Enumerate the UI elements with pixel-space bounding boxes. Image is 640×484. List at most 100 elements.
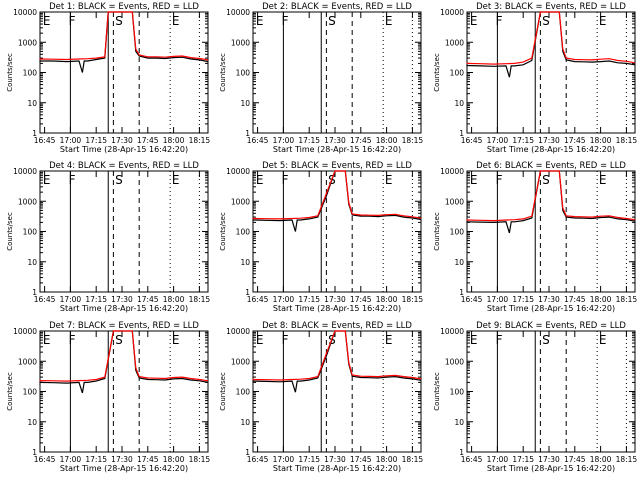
x-tick-label: 18:00: [376, 455, 398, 464]
series-events: [39, 11, 209, 73]
region-letter: E: [599, 173, 607, 187]
y-axis-label: Counts/sec: [6, 212, 14, 251]
x-tick-label: 17:00: [487, 455, 509, 464]
x-tick-label: 17:30: [324, 455, 346, 464]
x-axis-label: Start Time (28-Apr-15 16:42:20): [273, 145, 401, 154]
x-tick-label: 16:45: [34, 455, 56, 464]
region-letter: F: [69, 14, 76, 28]
detector-panel-4: Det 4: BLACK = Events, RED = LLD E F S E 1 10 1…: [6, 161, 210, 313]
plot-frame: [252, 330, 422, 453]
region-letter: S: [115, 173, 123, 187]
x-tick-label: 18:00: [163, 455, 185, 464]
x-tick-label: 17:15: [85, 295, 107, 304]
y-tick-label: 1: [32, 448, 37, 457]
y-tick-label: 10: [240, 258, 250, 267]
x-tick-label: 17:00: [60, 455, 82, 464]
y-tick-label: 10: [240, 99, 250, 108]
x-tick-label: 17:45: [350, 295, 372, 304]
panel-title: Det 5: BLACK = Events, RED = LLD: [262, 161, 412, 171]
region-letter: E: [43, 14, 51, 28]
series-lld: [39, 11, 209, 61]
region-letter: S: [115, 333, 123, 347]
region-letter: E: [470, 14, 478, 28]
detector-panel-9: Det 9: BLACK = Events, RED = LLD E F S E 1 10 1…: [433, 321, 637, 473]
region-letter: S: [542, 14, 550, 28]
x-tick-label: 17:30: [324, 136, 346, 145]
y-tick-label: 1000: [445, 357, 464, 366]
series-lld: [252, 330, 422, 381]
detector-panel-3: Det 3: BLACK = Events, RED = LLD E F S E 1 10 1…: [433, 2, 637, 154]
region-letter: E: [256, 14, 264, 28]
region-letter: F: [69, 333, 76, 347]
y-axis-label: Counts/sec: [6, 53, 14, 92]
x-tick-label: 17:00: [273, 455, 295, 464]
y-tick-label: 100: [236, 69, 251, 78]
x-axis-label: Start Time (28-Apr-15 16:42:20): [487, 464, 615, 473]
x-tick-label: 17:15: [512, 455, 534, 464]
region-letter: E: [385, 173, 393, 187]
plot-frame: [39, 170, 209, 293]
region-letter: F: [496, 14, 503, 28]
y-tick-label: 100: [450, 388, 465, 397]
y-axis-label: Counts/sec: [6, 372, 14, 411]
series-lld: [252, 170, 422, 220]
region-letter: E: [43, 173, 51, 187]
x-tick-label: 17:30: [324, 295, 346, 304]
x-tick-label: 17:15: [298, 455, 320, 464]
plot-frame: [252, 170, 422, 293]
y-tick-label: 1000: [18, 357, 37, 366]
region-letter: S: [115, 14, 123, 28]
region-letter: S: [328, 14, 336, 28]
x-tick-label: 18:15: [189, 295, 211, 304]
region-letter: S: [542, 173, 550, 187]
detector-panel-6: Det 6: BLACK = Events, RED = LLD E F S E 1 10 1…: [433, 161, 637, 313]
y-tick-label: 10: [27, 258, 37, 267]
region-letter: E: [470, 173, 478, 187]
region-letter: S: [542, 333, 550, 347]
x-tick-label: 16:45: [461, 455, 483, 464]
x-tick-label: 17:15: [298, 136, 320, 145]
region-letter: E: [172, 14, 180, 28]
series-lld: [466, 170, 636, 222]
x-tick-label: 16:45: [34, 136, 56, 145]
y-tick-label: 1: [459, 288, 464, 297]
x-tick-label: 17:30: [111, 295, 133, 304]
y-tick-label: 100: [236, 388, 251, 397]
region-letter: E: [385, 333, 393, 347]
series-events: [252, 170, 422, 232]
region-letter: E: [172, 333, 180, 347]
y-tick-label: 1000: [231, 357, 250, 366]
y-tick-label: 10: [454, 99, 464, 108]
y-tick-label: 1: [245, 129, 250, 138]
x-tick-label: 16:45: [34, 295, 56, 304]
x-tick-label: 17:45: [137, 136, 159, 145]
x-tick-label: 17:00: [60, 136, 82, 145]
panel-title: Det 9: BLACK = Events, RED = LLD: [476, 321, 626, 331]
y-tick-label: 100: [450, 228, 465, 237]
x-axis-label: Start Time (28-Apr-15 16:42:20): [487, 145, 615, 154]
y-axis-label: Counts/sec: [433, 53, 441, 92]
x-tick-label: 16:45: [247, 136, 269, 145]
y-tick-label: 1: [459, 448, 464, 457]
region-letter: E: [43, 333, 51, 347]
x-tick-label: 17:00: [60, 295, 82, 304]
y-tick-label: 100: [23, 388, 38, 397]
x-tick-label: 17:30: [538, 136, 560, 145]
x-tick-label: 18:00: [590, 136, 612, 145]
y-tick-label: 100: [236, 228, 251, 237]
x-tick-label: 17:00: [487, 136, 509, 145]
y-tick-label: 10: [27, 418, 37, 427]
x-tick-label: 18:15: [402, 295, 424, 304]
plot-frame: [466, 330, 636, 453]
y-tick-label: 10000: [13, 8, 37, 17]
series-lld: [466, 11, 636, 65]
y-axis-label: Counts/sec: [433, 372, 441, 411]
plot-frame: [39, 11, 209, 134]
y-tick-label: 10000: [226, 8, 250, 17]
y-tick-label: 1000: [231, 197, 250, 206]
y-tick-label: 1: [32, 129, 37, 138]
region-letter: E: [256, 333, 264, 347]
x-axis-label: Start Time (28-Apr-15 16:42:20): [273, 464, 401, 473]
